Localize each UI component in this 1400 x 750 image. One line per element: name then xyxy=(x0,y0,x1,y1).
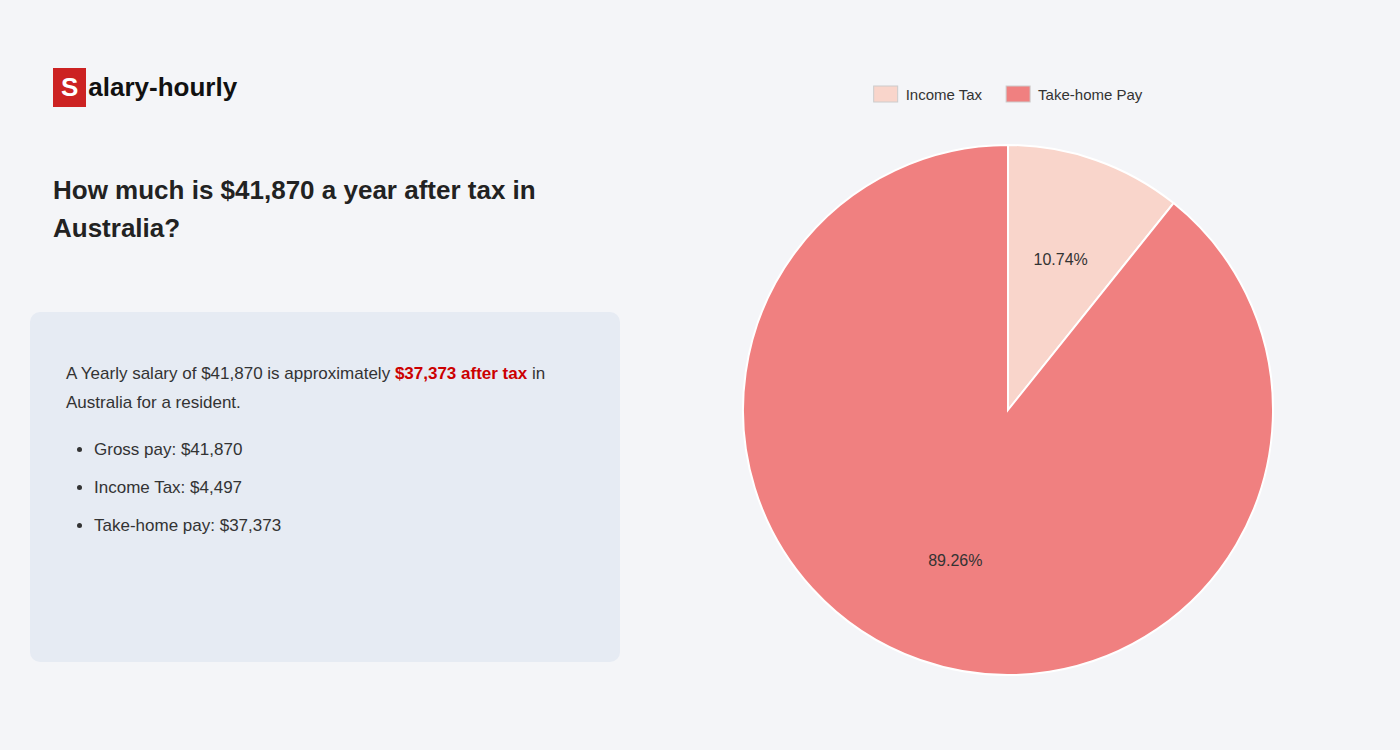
logo-mark: S xyxy=(53,68,86,107)
body-text-part: Australia for a resident. xyxy=(66,393,241,412)
wedge xyxy=(743,145,1273,675)
legend-swatch xyxy=(874,86,898,102)
legend-item: Income Tax xyxy=(874,86,983,103)
data-label: 89.26% xyxy=(928,552,982,569)
bullet: Income Tax: $4,497 xyxy=(94,478,584,498)
bullet-list: Gross pay: $41,870 Income Tax: $4,497 Take… xyxy=(66,440,584,536)
legend: Income Tax Take-home Pay xyxy=(874,86,1143,103)
legend-label: Take-home Pay xyxy=(1038,86,1143,103)
bullet: Take-home pay: $37,373 xyxy=(94,516,584,536)
text-panel: Salary-hourly How much is $41,870 a year … xyxy=(0,0,658,750)
bullet: Gross pay: $41,870 xyxy=(94,440,584,460)
legend-label: Income Tax xyxy=(906,86,983,103)
info-box: A Yearly salary of $41,870 is approximat… xyxy=(30,312,620,662)
bullet-text: Take-home pay: $37,373 xyxy=(94,516,281,535)
body-text: A Yearly salary of $41,870 is approximat… xyxy=(66,360,584,418)
highlight: $37,373 after tax xyxy=(395,364,527,383)
legend-swatch xyxy=(1006,86,1030,102)
pie-chart: 10.74% 89.26% Income Tax Take-home Pay xyxy=(658,0,1400,750)
bullet-text: Gross pay: $41,870 xyxy=(94,440,242,459)
wedges xyxy=(743,145,1273,675)
body-text-part: in xyxy=(527,364,545,383)
body-text-part: A Yearly salary of $41,870 is approximat… xyxy=(66,364,395,383)
legend-item: Take-home Pay xyxy=(1006,86,1143,103)
logo-text: alary-hourly xyxy=(88,72,237,103)
logo: Salary-hourly xyxy=(53,68,237,107)
bullet-text: Income Tax: $4,497 xyxy=(94,478,242,497)
title: How much is $41,870 a year after tax in … xyxy=(53,172,613,247)
data-label: 10.74% xyxy=(1034,251,1088,268)
